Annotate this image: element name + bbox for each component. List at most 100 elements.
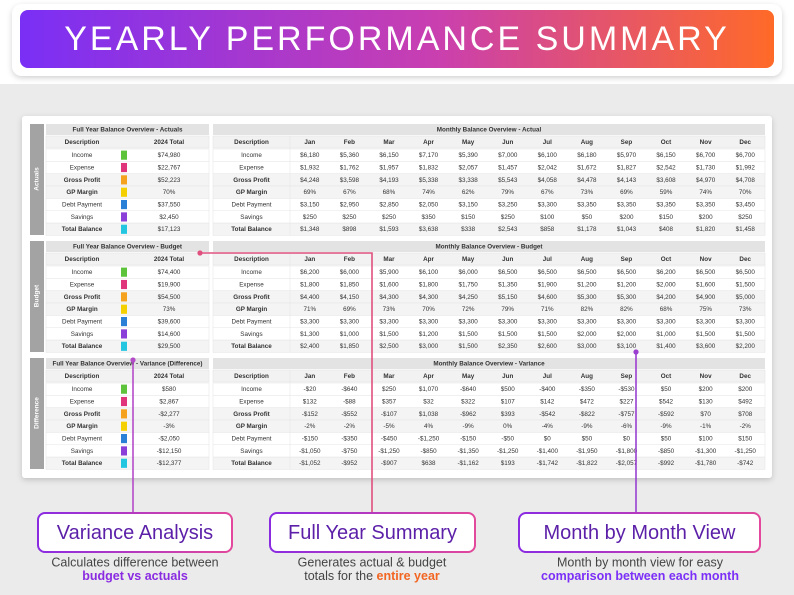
table-title-bar [213, 358, 765, 369]
row-label: GP Margin [66, 423, 98, 430]
month-value: $5,338 [419, 177, 439, 184]
month-value: $472 [580, 398, 595, 405]
month-value: $4,058 [538, 177, 558, 184]
month-value: -$350 [341, 436, 358, 443]
month-value: $6,700 [696, 152, 716, 159]
column-header: May [462, 373, 475, 380]
table-title-bar [46, 241, 209, 252]
row-label: Debt Payment [232, 436, 272, 443]
month-value: $4,200 [656, 294, 676, 301]
month-value: -$1,400 [537, 448, 559, 455]
row-bg [212, 290, 766, 304]
month-value: $638 [422, 460, 437, 467]
month-value: 71% [541, 306, 554, 313]
month-value: $3,000 [419, 343, 439, 350]
month-value: $250 [501, 214, 516, 221]
section-label: Actuals [34, 167, 41, 191]
month-value: $898 [342, 226, 357, 233]
row-bg [45, 339, 210, 353]
row-bg [212, 278, 766, 291]
row-bg [212, 382, 766, 396]
month-value: $4,300 [419, 294, 439, 301]
row-swatch [121, 175, 127, 185]
row-label: Total Balance [62, 226, 103, 233]
month-value: $250 [382, 214, 397, 221]
row-swatch [121, 421, 127, 431]
column-header: Jul [543, 256, 552, 263]
month-value: $250 [382, 386, 397, 393]
table-title: Monthly Balance Overview - Actual [437, 126, 542, 133]
month-value: $6,500 [736, 269, 756, 276]
row-label: Debt Payment [62, 319, 102, 326]
month-value: -2% [344, 423, 356, 430]
table-title-bar [46, 124, 209, 135]
month-value: $1,932 [300, 164, 320, 171]
column-header: Jan [304, 256, 315, 263]
month-value: $3,598 [340, 177, 360, 184]
month-value: 72% [462, 306, 475, 313]
row-label: Income [241, 386, 262, 393]
month-value: -$552 [341, 411, 358, 418]
month-value: $3,000 [577, 343, 597, 350]
month-value: $3,150 [458, 202, 478, 209]
row-label: Savings [71, 331, 93, 338]
month-value: 0% [503, 423, 513, 430]
month-value: -$530 [618, 386, 635, 393]
month-value: 68% [383, 189, 396, 196]
total-value: -3% [163, 423, 175, 430]
column-header: Dec [739, 373, 751, 380]
month-value: $2,850 [379, 202, 399, 209]
month-value: 75% [699, 306, 712, 313]
column-header-bar [45, 135, 210, 149]
month-value: $130 [699, 398, 714, 405]
month-value: $3,350 [617, 202, 637, 209]
month-value: $1,500 [696, 331, 716, 338]
month-value: $3,300 [300, 319, 320, 326]
total-value: $74,980 [158, 152, 181, 159]
month-value: $150 [738, 436, 753, 443]
row-bg [212, 315, 766, 328]
month-value: -9% [463, 423, 475, 430]
row-label: GP Margin [236, 423, 268, 430]
month-value: $3,250 [498, 202, 518, 209]
row-bg [45, 456, 210, 470]
month-value: $5,390 [458, 152, 478, 159]
row-swatch [121, 384, 127, 394]
column-header: Oct [661, 373, 672, 380]
month-value: 74% [422, 189, 435, 196]
month-value: $1,800 [419, 281, 439, 288]
month-value: $1,200 [419, 331, 439, 338]
month-value: -$1,250 [418, 436, 440, 443]
month-value: $4,150 [340, 294, 360, 301]
month-value: -$1,350 [457, 448, 479, 455]
month-value: $1,600 [379, 281, 399, 288]
month-value: $2,543 [498, 226, 518, 233]
column-header: Jun [502, 139, 513, 146]
row-swatch [121, 304, 127, 314]
month-value: $4,708 [736, 177, 756, 184]
row-swatch [121, 434, 127, 444]
month-value: -$592 [658, 411, 675, 418]
month-value: -$850 [658, 448, 675, 455]
month-value: $193 [501, 460, 516, 467]
column-header: Apr [423, 256, 434, 263]
month-value: -$1,050 [299, 448, 321, 455]
row-bg [45, 148, 210, 162]
month-value: $1,178 [577, 226, 597, 233]
month-value: 67% [343, 189, 356, 196]
month-value: -$1,800 [616, 448, 638, 455]
month-value: -$1,052 [299, 460, 321, 467]
month-value: 79% [501, 306, 514, 313]
month-value: -$400 [539, 386, 556, 393]
row-bg [212, 161, 766, 174]
month-value: $2,542 [656, 164, 676, 171]
month-value: $1,820 [696, 226, 716, 233]
month-value: $250 [342, 214, 357, 221]
row-bg [212, 432, 766, 445]
connector-line [200, 252, 373, 513]
month-value: 59% [660, 189, 673, 196]
month-value: $200 [699, 386, 714, 393]
column-header: Description [65, 139, 100, 146]
month-value: $1,832 [419, 164, 439, 171]
total-value: $37,550 [158, 202, 181, 209]
